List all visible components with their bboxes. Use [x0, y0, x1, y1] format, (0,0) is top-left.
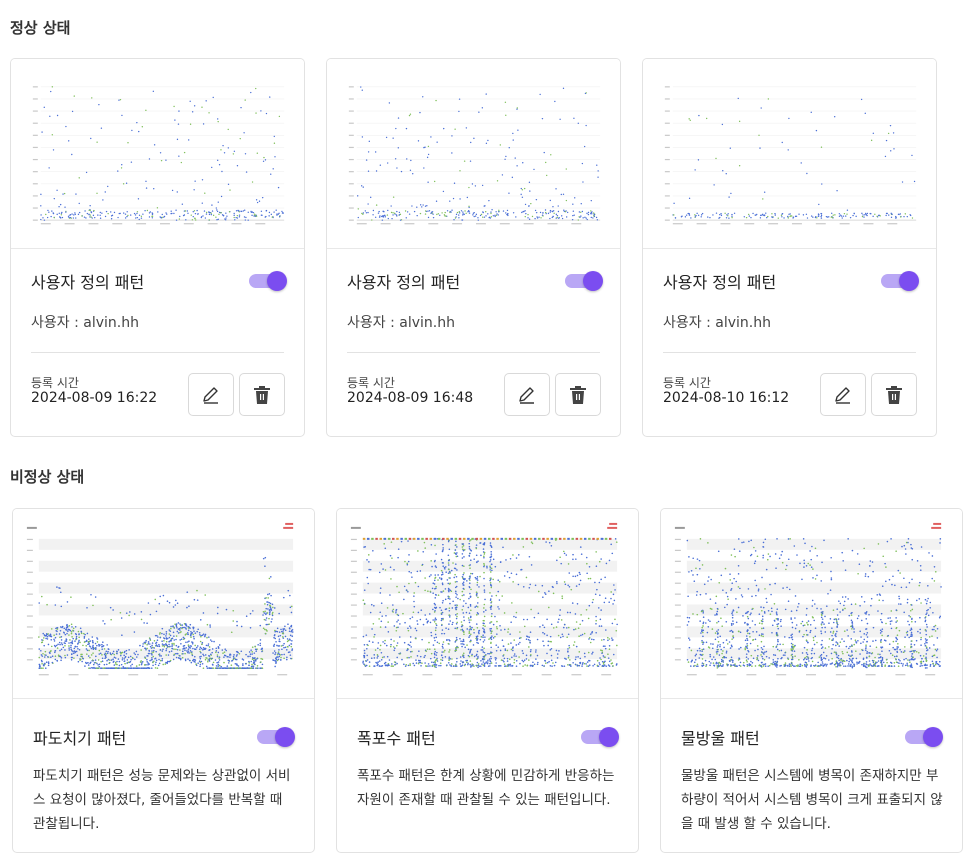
enable-toggle[interactable]: [881, 271, 919, 291]
scatter-chart: [674, 522, 942, 676]
edit-button[interactable]: [820, 373, 866, 416]
delete-button[interactable]: [555, 373, 601, 416]
trash-icon: [570, 385, 586, 404]
scatter-chart: [350, 522, 618, 676]
normal-pattern-card-3[interactable]: 사용자 정의 패턴 사용자 : alvin.hh 등록 시간 2024-08-1…: [642, 58, 937, 437]
enable-toggle[interactable]: [249, 271, 287, 291]
edit-button[interactable]: [504, 373, 550, 416]
card-description: 파도치기 패턴은 성능 문제와는 상관없이 서비스 요청이 많아졌다, 줄어들었…: [33, 768, 291, 832]
pattern-thumbnail: [661, 509, 962, 699]
abnormal-pattern-card-1[interactable]: 파도치기 패턴 파도치기 패턴은 성능 문제와는 상관없이 서비스 요청이 많아…: [12, 508, 315, 853]
divider: [663, 352, 916, 353]
enable-toggle[interactable]: [905, 727, 943, 747]
card-user: 사용자 : alvin.hh: [31, 315, 139, 331]
normal-pattern-card-2[interactable]: 사용자 정의 패턴 사용자 : alvin.hh 등록 시간 2024-08-0…: [326, 58, 621, 437]
card-description: 폭포수 패턴은 한계 상황에 민감하게 반응하는 자원이 존재할 때 관찰될 수…: [357, 768, 615, 808]
abnormal-pattern-card-2[interactable]: 폭포수 패턴 폭포수 패턴은 한계 상황에 민감하게 반응하는 자원이 존재할 …: [336, 508, 639, 853]
card-title: 사용자 정의 패턴: [663, 273, 777, 292]
enable-toggle[interactable]: [565, 271, 603, 291]
normal-section-title: 정상 상태: [10, 19, 71, 37]
pattern-thumbnail: [337, 509, 638, 699]
card-title: 물방울 패턴: [681, 729, 760, 748]
scatter-chart: [32, 86, 285, 225]
card-user: 사용자 : alvin.hh: [663, 315, 771, 331]
normal-pattern-card-1[interactable]: 사용자 정의 패턴 사용자 : alvin.hh 등록 시간 2024-08-0…: [10, 58, 305, 437]
pattern-thumbnail: [13, 509, 314, 699]
pattern-thumbnail: [327, 59, 620, 249]
delete-button[interactable]: [239, 373, 285, 416]
card-user: 사용자 : alvin.hh: [347, 315, 455, 331]
trash-icon: [886, 385, 902, 404]
pattern-thumbnail: [11, 59, 304, 249]
enable-toggle[interactable]: [581, 727, 619, 747]
trash-icon: [254, 385, 270, 404]
registered-time: 2024-08-09 16:22: [31, 390, 158, 406]
pencil-icon: [519, 386, 534, 404]
card-description: 물방울 패턴은 시스템에 병목이 존재하지만 부하량이 적어서 시스템 병목이 …: [681, 768, 943, 832]
abnormal-section-title: 비정상 상태: [10, 468, 85, 486]
card-title: 파도치기 패턴: [33, 729, 127, 748]
enable-toggle[interactable]: [257, 727, 295, 747]
delete-button[interactable]: [871, 373, 917, 416]
scatter-chart: [26, 522, 294, 676]
registered-label: 등록 시간: [663, 376, 711, 390]
divider: [347, 352, 600, 353]
pencil-icon: [835, 386, 850, 404]
pencil-icon: [203, 386, 218, 404]
scatter-chart: [664, 86, 917, 225]
card-title: 폭포수 패턴: [357, 729, 436, 748]
registered-label: 등록 시간: [31, 376, 79, 390]
card-title: 사용자 정의 패턴: [31, 273, 145, 292]
pattern-thumbnail: [643, 59, 936, 249]
edit-button[interactable]: [188, 373, 234, 416]
registered-time: 2024-08-10 16:12: [663, 390, 790, 406]
divider: [31, 352, 284, 353]
abnormal-pattern-card-3[interactable]: 물방울 패턴 물방울 패턴은 시스템에 병목이 존재하지만 부하량이 적어서 시…: [660, 508, 963, 853]
scatter-chart: [348, 86, 601, 225]
registered-time: 2024-08-09 16:48: [347, 390, 474, 406]
card-title: 사용자 정의 패턴: [347, 273, 461, 292]
registered-label: 등록 시간: [347, 376, 395, 390]
